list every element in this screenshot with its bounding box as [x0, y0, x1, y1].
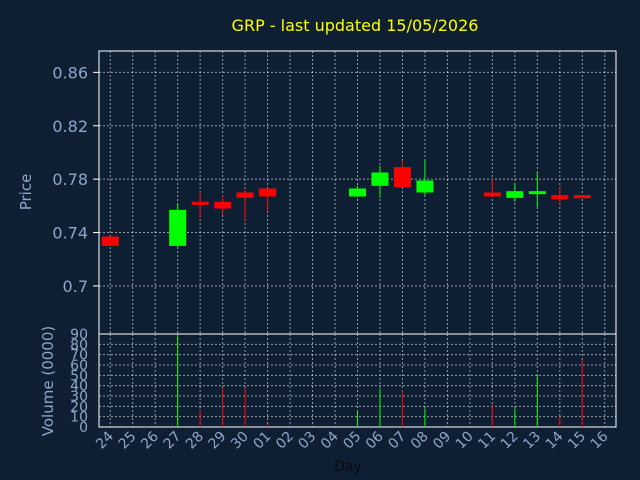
- x-tick-label: 01: [250, 429, 274, 453]
- candle-body: [393, 167, 411, 188]
- x-tick-label: 25: [116, 429, 140, 453]
- candle-body: [349, 188, 366, 197]
- volume-tick-label: 30: [70, 389, 88, 405]
- price-axis-label: Price: [17, 174, 35, 211]
- x-tick-label: 08: [408, 429, 432, 453]
- x-tick-label: 04: [318, 428, 342, 452]
- x-tick-label: 15: [565, 429, 589, 453]
- x-tick-label: 10: [453, 429, 477, 453]
- x-axis-label: Day: [334, 459, 362, 475]
- chart-title: GRP - last updated 15/05/2026: [232, 16, 479, 35]
- volume-tick-label: 60: [70, 358, 88, 374]
- volume-tick-label: 20: [70, 399, 88, 415]
- candle-body: [528, 191, 546, 195]
- price-tick-label: 0.78: [52, 170, 88, 189]
- price-panel: 0.86 0.82 0.78 0.74 0.7 Price: [17, 50, 617, 335]
- x-tick-label: 26: [138, 428, 162, 452]
- x-tick-label: 13: [520, 429, 544, 453]
- x-tick-label: 24: [93, 428, 117, 452]
- x-tick-label: 07: [385, 429, 409, 453]
- x-tick-label: 02: [273, 429, 297, 453]
- candle-body: [169, 209, 187, 246]
- x-tick-label: 14: [543, 428, 567, 452]
- candle-body: [101, 236, 119, 246]
- candle-body: [259, 188, 277, 197]
- candle-body: [191, 201, 209, 205]
- volume-tick-label: 10: [70, 410, 88, 426]
- x-tick-label: 11: [475, 429, 499, 453]
- volume-tick-label: 90: [70, 327, 88, 343]
- candle-body: [371, 172, 389, 186]
- price-tick-label: 0.82: [52, 117, 88, 136]
- candles: [101, 160, 591, 248]
- price-tick-label: 0.7: [63, 277, 88, 296]
- candle-body: [573, 195, 591, 199]
- x-tick-label: 06: [363, 428, 387, 452]
- candle-body: [506, 191, 524, 198]
- x-tick-label: 09: [430, 429, 454, 453]
- volume-tick-label: 50: [70, 368, 88, 384]
- candle-body: [214, 201, 232, 209]
- candle-body: [416, 180, 434, 193]
- price-tick-label: 0.86: [52, 63, 88, 82]
- x-tick-label: 03: [295, 429, 319, 453]
- candle-body: [551, 195, 569, 200]
- volume-tick-label: 40: [70, 379, 88, 395]
- candle-body: [483, 192, 501, 197]
- volume-axis-label: Volume (0000): [39, 326, 57, 436]
- price-tick-label: 0.74: [52, 224, 88, 243]
- x-tick-label: 27: [161, 429, 185, 453]
- volume-tick-label: 70: [70, 348, 88, 364]
- x-tick-label: 16: [588, 428, 612, 452]
- x-tick-label: 05: [340, 429, 364, 453]
- x-tick-label: 30: [228, 429, 252, 453]
- price-tick-labels: 0.86 0.82 0.78 0.74 0.7: [52, 63, 88, 296]
- volume-tick-label: 0: [79, 420, 88, 436]
- candle-body: [236, 192, 254, 198]
- x-tick-labels: 2425262728293001020304050607080910111213…: [93, 428, 611, 452]
- volume-bars: [177, 336, 583, 427]
- x-tick-label: 28: [183, 429, 207, 453]
- x-tick-label: 29: [206, 429, 230, 453]
- x-tick-label: 12: [498, 429, 522, 453]
- volume-tick-label: 80: [70, 337, 88, 353]
